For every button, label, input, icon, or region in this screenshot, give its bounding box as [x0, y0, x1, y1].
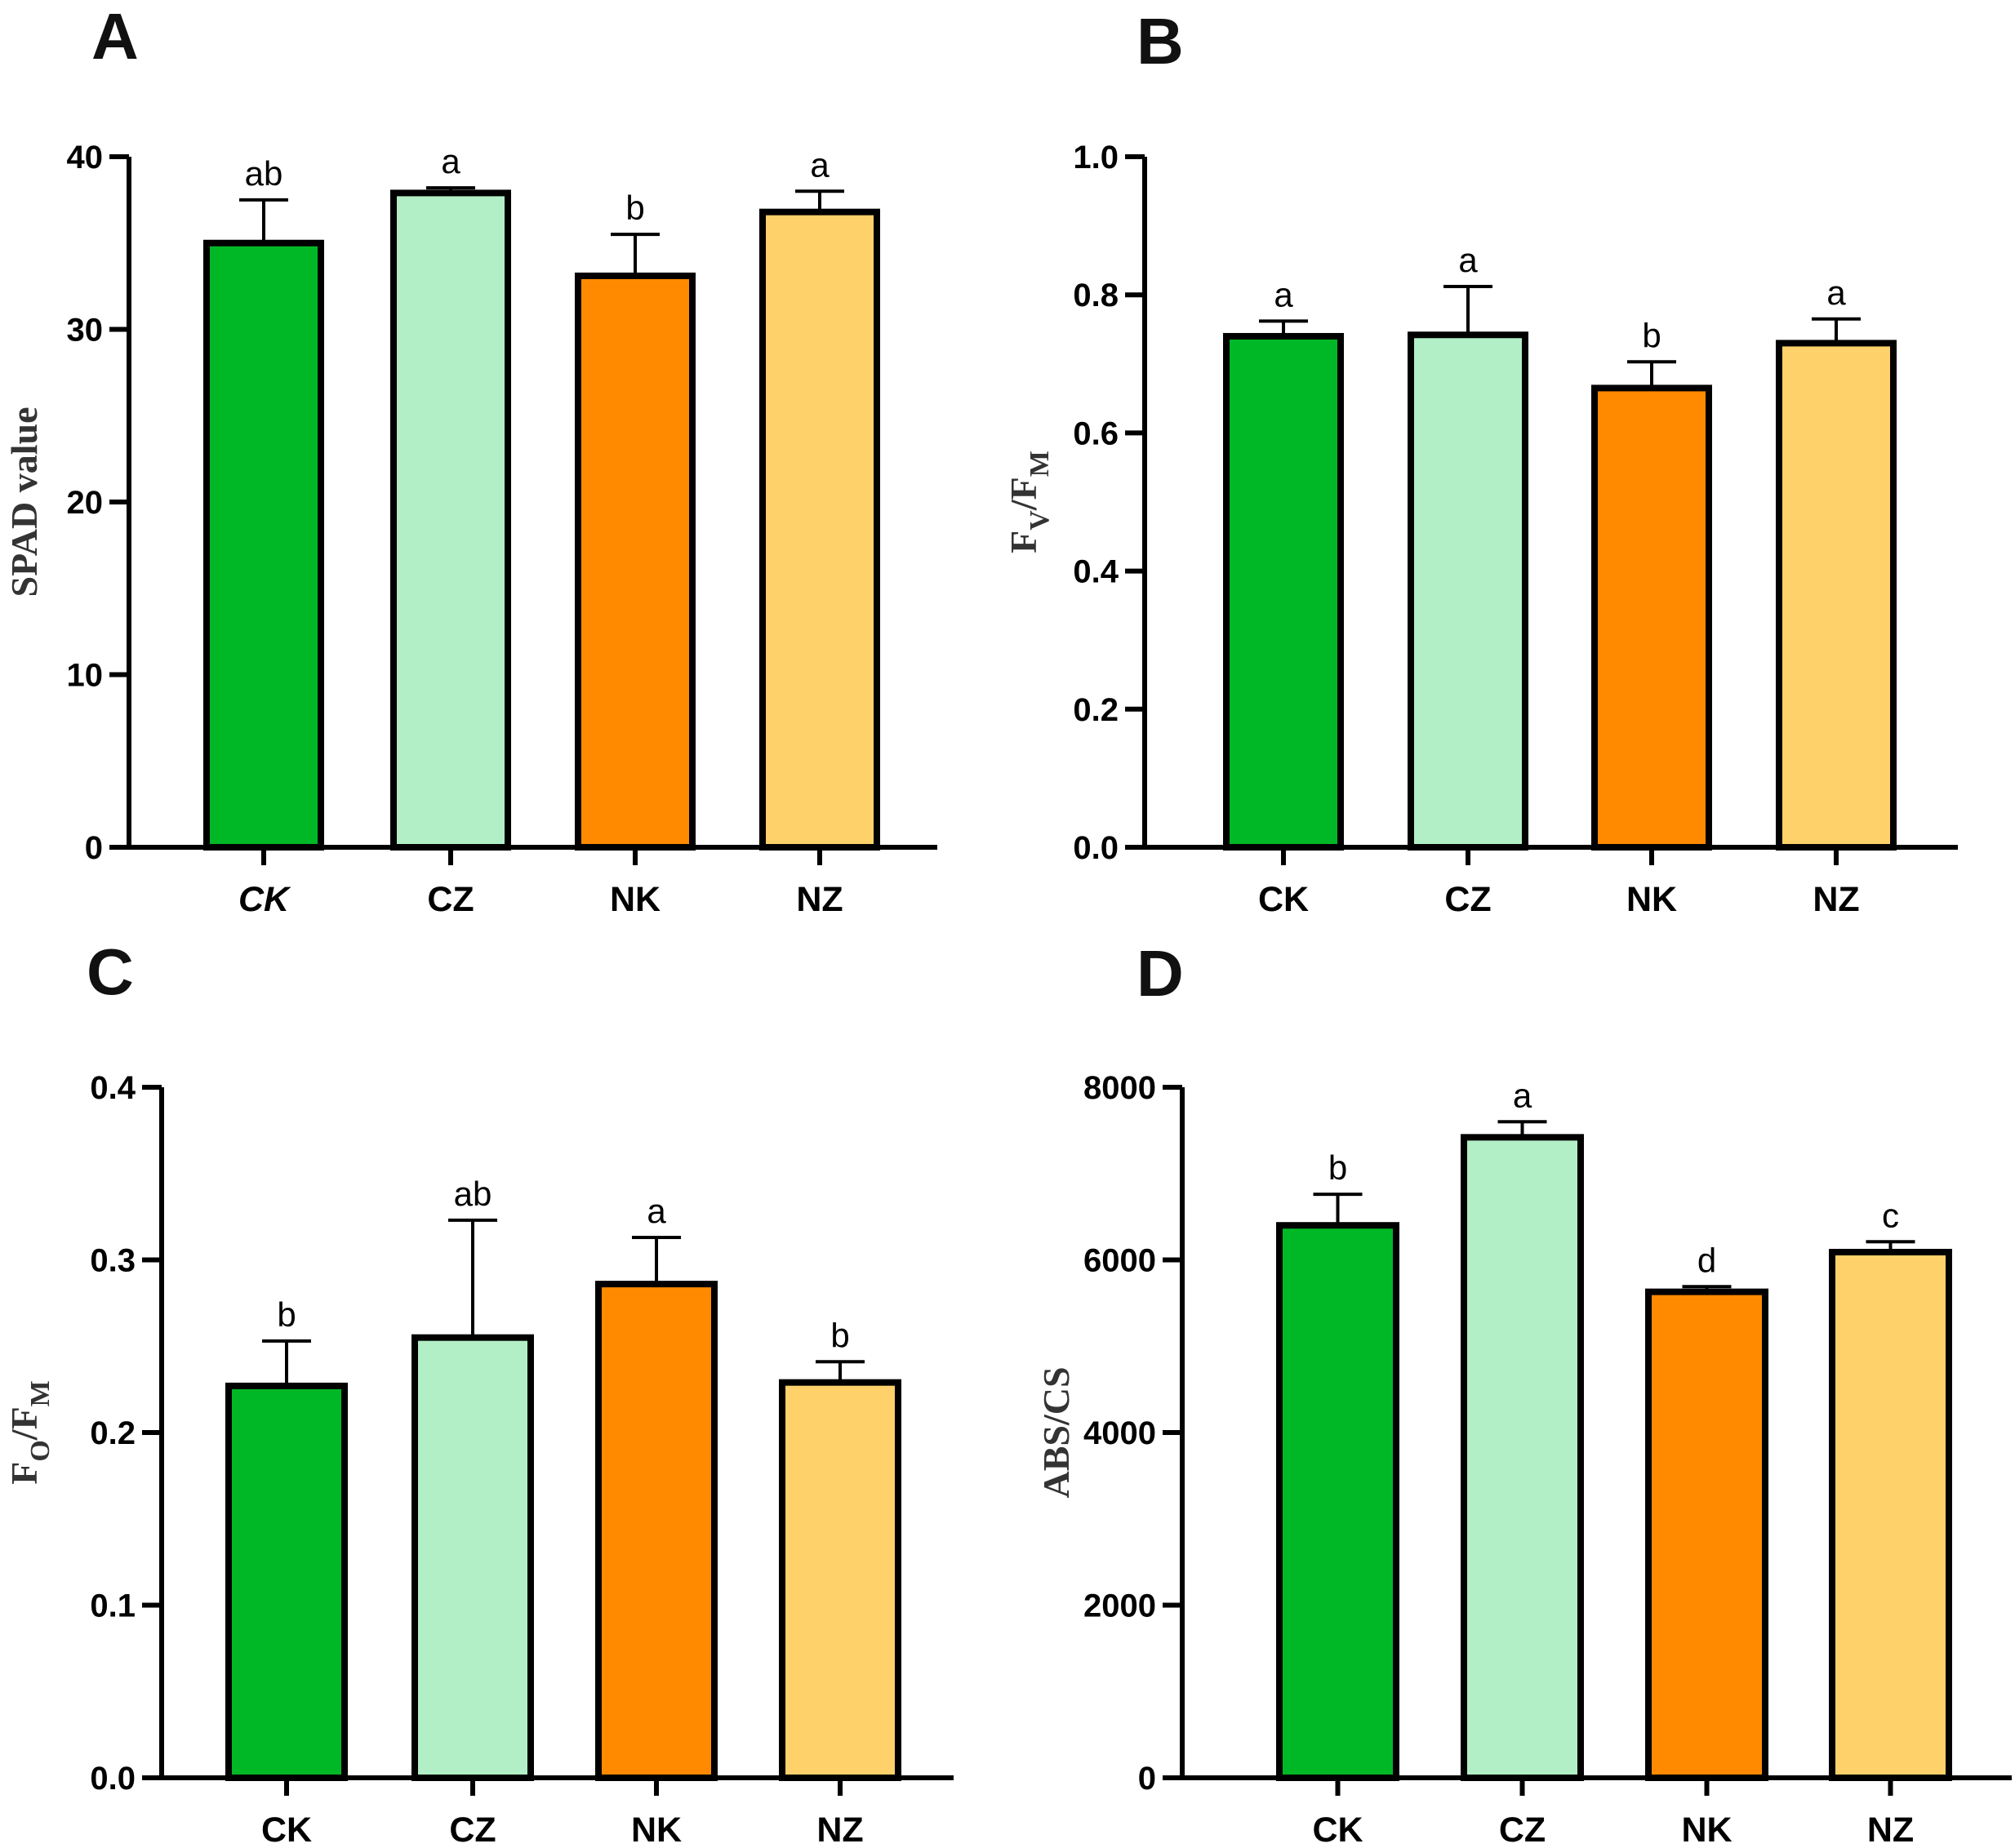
category-label: NK [631, 1810, 682, 1848]
category-label: NZ [816, 1810, 863, 1848]
y-axis-title-text: /F [1003, 477, 1044, 511]
bar-cz [1461, 1134, 1584, 1781]
y-tick-label: 0.0 [1073, 830, 1119, 866]
significance-label: a [1826, 273, 1846, 312]
bar-ck [203, 239, 324, 851]
significance-label: a [1274, 275, 1293, 313]
bar-ck [1276, 1222, 1399, 1781]
y-tick-label: 0.3 [90, 1243, 136, 1279]
y-tick-label: 0.8 [1073, 278, 1119, 313]
category-label: CK [1258, 880, 1309, 919]
category-label: CK [261, 1810, 312, 1848]
bar-nz [759, 208, 880, 851]
category-label: NK [1681, 1810, 1732, 1848]
significance-label: a [441, 142, 460, 180]
significance-label: a [647, 1192, 666, 1230]
significance-label: a [1458, 241, 1478, 279]
bar-ck [225, 1382, 348, 1782]
category-label: NK [610, 880, 661, 919]
y-axis-title-text: F [3, 1462, 45, 1485]
significance-label: b [1642, 316, 1661, 354]
category-label: CZ [427, 880, 474, 919]
y-tick-label: 4000 [1083, 1415, 1156, 1451]
bar-nk [575, 272, 696, 851]
significance-label: a [1513, 1076, 1532, 1114]
category-label: NK [1626, 880, 1677, 919]
y-axis-title: ABS/CS [1035, 1366, 1077, 1498]
bar-nz [1829, 1248, 1952, 1782]
significance-label: a [810, 145, 830, 184]
y-axis-title-text: SPAD value [3, 407, 45, 597]
significance-label: ab [245, 154, 283, 193]
panel-letter: D [1136, 937, 1184, 1010]
y-tick-label: 0 [1138, 1761, 1156, 1797]
panel-letter: C [87, 935, 134, 1008]
significance-label: b [830, 1316, 849, 1354]
y-axis-title-text: /F [3, 1406, 45, 1441]
bar-nz [1776, 340, 1897, 851]
category-label: NZ [796, 880, 843, 919]
bar-nk [595, 1281, 718, 1781]
bar-nk [1591, 384, 1712, 851]
panel-a: Aab CK a CZ b NK a NZ 0 10 20 30 40 SPAD value [3, 0, 937, 919]
y-axis-title-text: ABS/CS [1035, 1366, 1077, 1498]
y-tick-label: 30 [67, 313, 104, 349]
y-tick-label: 20 [67, 485, 104, 521]
y-axis-title-subscript: M [1025, 451, 1055, 477]
category-label: NZ [1867, 1810, 1914, 1848]
y-axis-title-subscript: O [25, 1440, 56, 1461]
panel-letter: B [1136, 5, 1184, 78]
significance-label: b [277, 1295, 296, 1334]
category-label: CK [238, 880, 291, 919]
y-axis-title-text: F [1003, 531, 1044, 553]
significance-label: ab [454, 1175, 492, 1213]
y-axis-title-subscript: V [1025, 510, 1055, 531]
y-tick-label: 0 [85, 830, 103, 866]
category-label: NZ [1813, 880, 1859, 919]
bar-cz [1408, 331, 1528, 851]
panel-d: Db CK a CZ d NK c NZ 0 2000 4000 6000 8000 ABS/CS [1035, 937, 2012, 1848]
y-axis-title-subscript: M [25, 1380, 56, 1406]
panel-c: Cb CK ab CZ a NK b NZ 0.0 0.1 0.2 0.3 0.4 FO/FM [3, 935, 954, 1848]
y-tick-label: 0.1 [90, 1588, 136, 1624]
y-tick-label: 2000 [1083, 1588, 1156, 1624]
panel-b: Ba CK a CZ b NK a NZ 0.0 0.2 0.4 0.6 0.8 1.0 FV/FM [1003, 5, 1958, 919]
y-tick-label: 10 [67, 658, 104, 694]
category-label: CZ [449, 1810, 496, 1848]
significance-label: c [1882, 1196, 1899, 1234]
category-label: CZ [1499, 1810, 1546, 1848]
category-label: CZ [1444, 880, 1491, 919]
y-tick-label: 8000 [1083, 1070, 1156, 1106]
y-tick-label: 0.4 [1073, 554, 1119, 590]
bar-nz [779, 1379, 901, 1782]
y-axis-title: FO/FM [3, 1380, 56, 1485]
significance-label: b [1328, 1148, 1347, 1187]
significance-label: d [1697, 1241, 1716, 1279]
y-tick-label: 40 [67, 140, 104, 175]
y-tick-label: 6000 [1083, 1243, 1156, 1279]
y-tick-label: 0.4 [90, 1070, 136, 1106]
significance-label: b [625, 189, 644, 227]
bar-cz [390, 189, 511, 851]
y-tick-label: 0.6 [1073, 415, 1119, 451]
bar-ck [1223, 332, 1344, 851]
panel-letter: A [91, 0, 139, 73]
bar-cz [411, 1334, 534, 1782]
bar-nk [1645, 1288, 1768, 1781]
y-tick-label: 1.0 [1073, 140, 1119, 175]
y-tick-label: 0.2 [1073, 692, 1119, 728]
y-axis-title: SPAD value [3, 407, 45, 597]
category-label: CK [1312, 1810, 1363, 1848]
y-tick-label: 0.0 [90, 1761, 136, 1797]
y-axis-title: FV/FM [1003, 451, 1056, 553]
y-tick-label: 0.2 [90, 1415, 136, 1451]
